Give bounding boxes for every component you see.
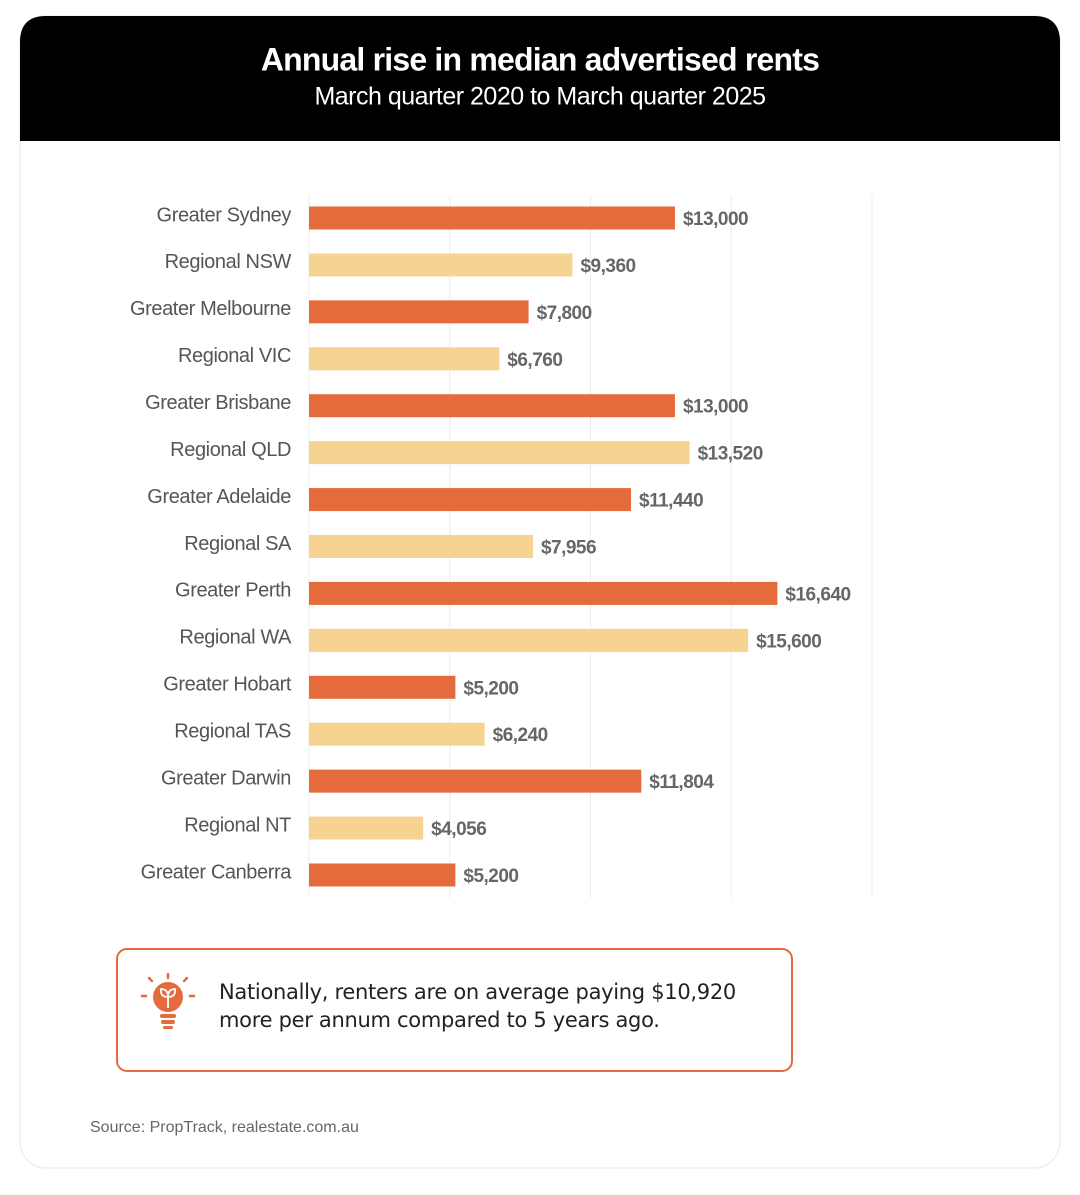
y-tick-label: Greater Hobart	[163, 674, 292, 696]
bar	[309, 863, 456, 887]
bar	[309, 722, 485, 746]
bar	[309, 394, 675, 418]
y-tick-label: Regional QLD	[170, 439, 291, 461]
y-tick-label: Greater Melbourne	[130, 298, 291, 320]
bar	[309, 488, 632, 512]
bar	[309, 675, 456, 699]
value-label: $7,800	[537, 303, 592, 324]
y-tick-label: Greater Sydney	[157, 204, 292, 226]
y-tick-label: Greater Darwin	[161, 767, 291, 789]
value-label: $6,760	[507, 350, 562, 371]
bar	[309, 253, 573, 277]
y-tick-label: Regional NSW	[165, 251, 292, 273]
y-tick-label: Regional SA	[184, 533, 292, 555]
source: Source: PropTrack, realestate.com.au	[90, 1119, 359, 1136]
value-label: $15,600	[756, 631, 821, 652]
bar	[309, 628, 749, 652]
y-tick-label: Regional WA	[179, 627, 292, 649]
bar	[309, 816, 424, 840]
bar	[309, 441, 690, 465]
callout-box	[116, 948, 793, 1072]
value-label: $11,804	[649, 772, 714, 793]
value-label: $5,200	[463, 678, 518, 699]
bar	[309, 300, 529, 324]
value-label: $13,520	[698, 444, 763, 465]
bar	[309, 206, 675, 230]
bar	[309, 535, 533, 558]
value-label: $16,640	[785, 584, 850, 605]
callout-text: Nationally, renters are on average payin…	[219, 980, 736, 1032]
chart-title: Annual rise in median advertised rents	[261, 41, 819, 77]
y-tick-label: Regional TAS	[174, 720, 291, 742]
plot: Greater Sydney $13,000 Regional NSW $9,360 G…	[130, 195, 873, 898]
value-label: $4,056	[431, 819, 486, 840]
chart-subtitle: March quarter 2020 to March quarter 2025	[314, 83, 765, 111]
lightbulb-icon	[140, 972, 196, 1029]
value-label: $13,000	[683, 209, 748, 230]
y-tick-label: Regional NT	[184, 814, 291, 836]
bar	[309, 769, 642, 793]
value-label: $6,240	[493, 725, 548, 746]
y-tick-label: Greater Canberra	[141, 861, 293, 883]
bar	[309, 347, 500, 371]
value-label: $9,360	[580, 256, 635, 277]
y-tick-label: Greater Adelaide	[147, 486, 291, 508]
value-label: $11,440	[639, 491, 703, 512]
header	[20, 16, 1060, 141]
value-label: $5,200	[463, 866, 518, 887]
y-tick-label: Greater Brisbane	[145, 392, 291, 414]
value-label: $7,956	[541, 538, 596, 559]
y-tick-label: Greater Perth	[175, 580, 291, 602]
bar	[309, 581, 778, 605]
value-label: $13,000	[683, 397, 748, 418]
y-tick-label: Regional VIC	[178, 345, 291, 367]
